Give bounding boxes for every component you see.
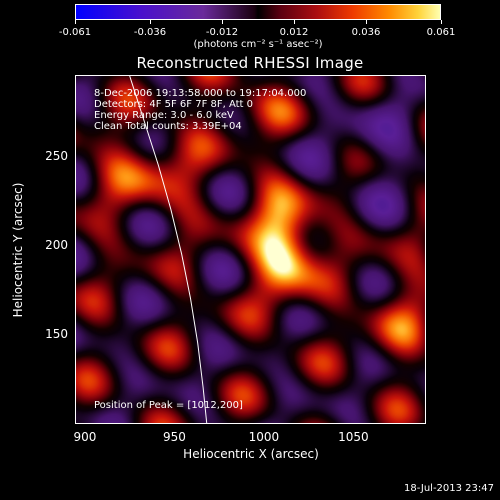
colorbar-tick-mark bbox=[365, 20, 367, 24]
y-axis-label: Heliocentric Y (arcsec) bbox=[11, 182, 25, 318]
colorbar-tick-label: -0.036 bbox=[133, 27, 167, 38]
colorbar-tick-mark bbox=[74, 20, 76, 24]
colorbar-tick-label: 0.036 bbox=[351, 27, 381, 38]
peak-position-label: Position of Peak = [1012,200] bbox=[94, 400, 243, 411]
x-tick-label: 900 bbox=[73, 430, 97, 444]
solar-limb-curve bbox=[129, 76, 208, 423]
colorbar-tick-label: 0.012 bbox=[279, 27, 309, 38]
colorbar-tick-mark bbox=[440, 20, 442, 24]
annotation-time-range: 8-Dec-2006 19:13:58.000 to 19:17:04.000 bbox=[94, 88, 307, 99]
plot-overlay bbox=[129, 76, 208, 423]
x-axis-label: Heliocentric X (arcsec) bbox=[183, 447, 319, 461]
chart-title: Reconstructed RHESSI Image bbox=[136, 54, 364, 72]
colorbar-units: (photons cm⁻² s⁻¹ asec⁻²) bbox=[193, 39, 323, 50]
y-tick-label: 200 bbox=[45, 238, 68, 253]
heatmap-image bbox=[76, 76, 425, 423]
plot-area: 8-Dec-2006 19:13:58.000 to 19:17:04.000 … bbox=[75, 75, 426, 424]
annotation-counts: Clean Total counts: 3.39E+04 bbox=[94, 121, 242, 132]
x-tick-label: 1050 bbox=[338, 430, 369, 444]
colorbar-tick-mark bbox=[221, 20, 223, 24]
x-tick-label: 950 bbox=[162, 430, 186, 444]
plot-timestamp: 18-Jul-2013 23:47 bbox=[403, 483, 494, 494]
x-tick-label: 1000 bbox=[248, 430, 280, 444]
annotation-detectors: Detectors: 4F 5F 6F 7F 8F, Att 0 bbox=[94, 99, 254, 110]
y-tick-label: 150 bbox=[45, 327, 68, 342]
y-tick-label: 250 bbox=[45, 149, 68, 164]
colorbar-tick-label: -0.012 bbox=[205, 27, 239, 38]
colorbar-tick-mark bbox=[293, 20, 295, 24]
colorbar bbox=[75, 4, 441, 20]
colorbar-tick-label: 0.061 bbox=[426, 27, 456, 38]
colorbar-tick-mark bbox=[149, 20, 151, 24]
colorbar-tick-label: -0.061 bbox=[58, 27, 92, 38]
annotation-energy-range: Energy Range: 3.0 - 6.0 keV bbox=[94, 110, 234, 121]
